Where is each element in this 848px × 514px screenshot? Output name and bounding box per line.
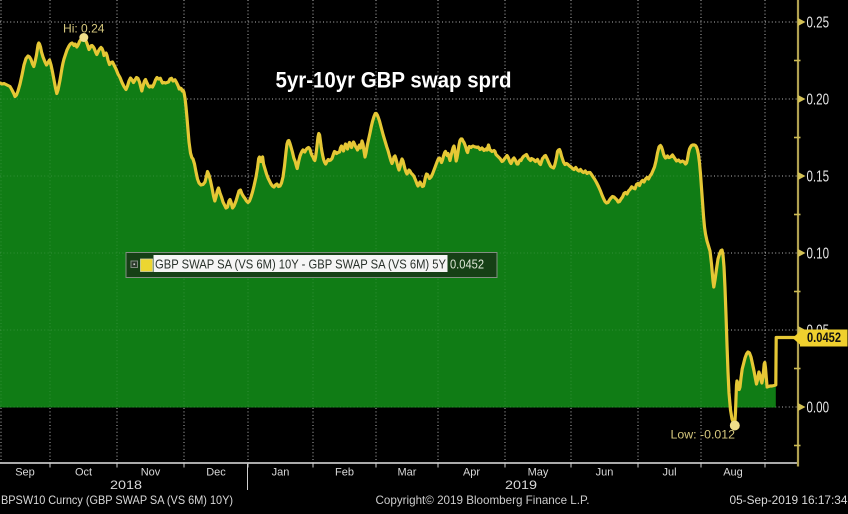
svg-text:Low: -0.012: Low: -0.012 <box>671 428 736 442</box>
svg-text:Nov: Nov <box>141 467 161 479</box>
svg-text:BPSW10 Curncy (GBP SWAP SA (VS: BPSW10 Curncy (GBP SWAP SA (VS 6M) 10Y) <box>1 493 233 507</box>
svg-text:Hi: 0.24: Hi: 0.24 <box>63 22 105 36</box>
svg-text:Sep: Sep <box>15 467 35 479</box>
svg-text:2019: 2019 <box>505 478 537 492</box>
svg-text:Aug: Aug <box>723 467 743 479</box>
svg-text:Oct: Oct <box>75 467 92 479</box>
svg-text:Jun: Jun <box>596 467 614 479</box>
svg-text:0.0452: 0.0452 <box>807 330 841 345</box>
svg-text:5yr-10yr GBP swap sprd: 5yr-10yr GBP swap sprd <box>276 68 512 93</box>
svg-text:May: May <box>528 467 549 479</box>
svg-text:Feb: Feb <box>335 467 354 479</box>
svg-text:GBP SWAP SA (VS 6M) 10Y - GBP: GBP SWAP SA (VS 6M) 10Y - GBP SWAP SA (V… <box>155 257 446 272</box>
svg-text:Jan: Jan <box>272 467 290 479</box>
svg-text:Jul: Jul <box>662 467 676 479</box>
svg-text:0.20: 0.20 <box>807 92 830 109</box>
svg-text:0.0452: 0.0452 <box>450 257 484 272</box>
svg-text:0.25: 0.25 <box>807 15 830 32</box>
svg-text:Mar: Mar <box>398 467 417 479</box>
svg-text:0.15: 0.15 <box>807 169 830 186</box>
svg-text:Copyright© 2019 Bloomberg Fina: Copyright© 2019 Bloomberg Finance L.P. <box>376 493 590 507</box>
svg-text:0.10: 0.10 <box>807 246 830 263</box>
svg-text:Apr: Apr <box>463 467 480 479</box>
svg-text:05-Sep-2019 16:17:34: 05-Sep-2019 16:17:34 <box>730 493 848 507</box>
svg-text:2018: 2018 <box>110 478 142 492</box>
svg-text:0.00: 0.00 <box>807 400 830 417</box>
svg-text:Dec: Dec <box>206 467 226 479</box>
